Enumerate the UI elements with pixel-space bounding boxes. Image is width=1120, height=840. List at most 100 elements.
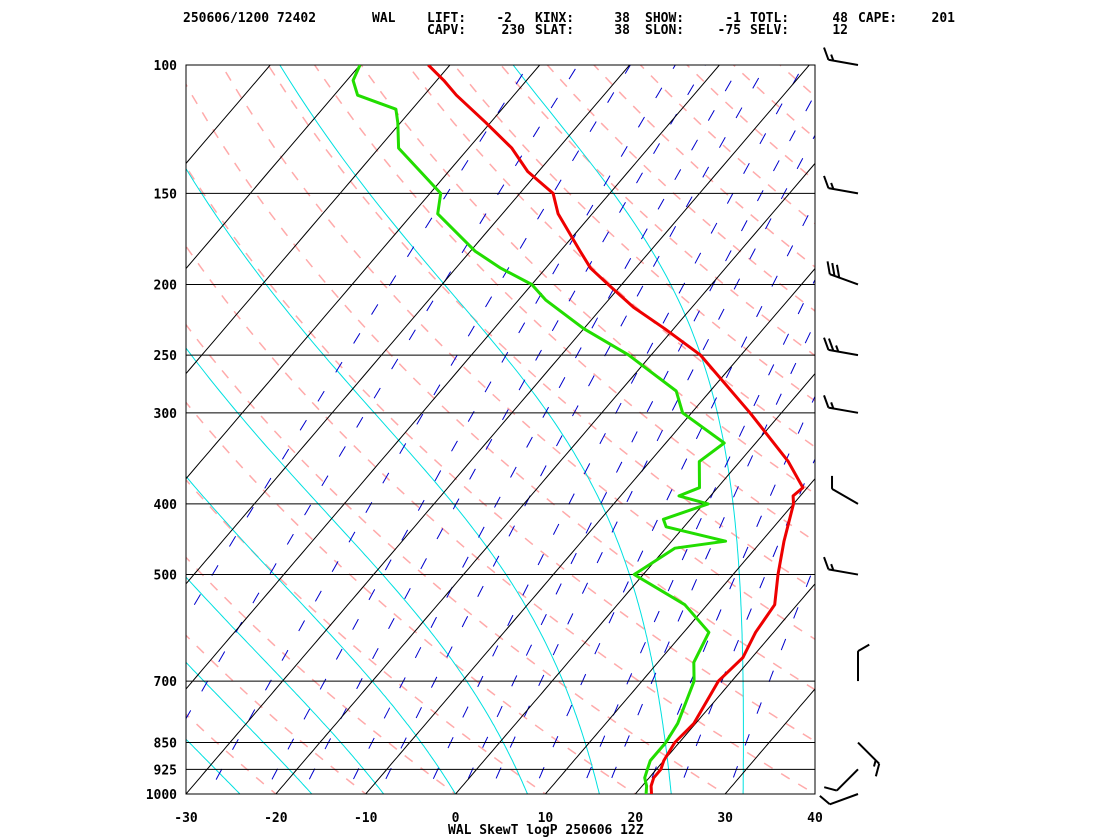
pressure-tick-label: 200 [154,278,178,293]
moist-adiabat [814,787,815,794]
pressure-tick-label: 925 [154,763,177,778]
plot-frame [185,64,816,795]
temperature-tick-label: 30 [717,811,733,826]
mixing-ratio-line [263,65,676,794]
dry-adiabat [686,65,815,182]
temperature-profile [427,65,805,794]
pressure-tick-label: 300 [154,407,178,422]
dry-adiabat [186,244,815,794]
pressure-tick-label: 100 [154,59,178,74]
wind-barb [857,643,870,682]
pressure-tick-label: 150 [154,187,178,202]
header-item: TOTL: [750,11,789,26]
mixing-ratio-line [425,65,804,794]
header-item: SHOW: [645,11,684,26]
mixing-ratio-line [301,65,706,794]
wind-barb [823,768,859,792]
dry-adiabat [313,65,815,543]
dry-adiabat [186,401,637,794]
isotherm [186,65,361,270]
dry-adiabat [186,165,815,743]
pressure-tick-label: 500 [154,569,178,584]
moist-adiabat [0,65,168,794]
header-item: SELV: [750,23,789,38]
dry-adiabat [827,65,1120,809]
header-item: KINX: [535,11,574,26]
header-item: CAPE: [858,11,897,26]
header-item: SLON: [645,23,684,38]
wind-barb [819,793,859,806]
header-item: CAPV: [427,23,466,38]
dry-adiabat [186,83,815,691]
temperature-tick-label: -10 [354,811,378,826]
mixing-ratio-line [186,65,579,720]
dry-adiabat [920,65,1120,809]
isotherm [186,65,451,375]
pressure-axis-labels: 100 150 200 250 300 400 500 700 850 925 1000 [146,59,177,803]
dry-adiabat [186,792,188,794]
wind-barb [831,475,859,505]
moist-adiabat [0,65,96,794]
mixing-ratio-line [677,457,815,794]
dry-adiabat [186,323,727,794]
pressure-tick-label: 850 [154,737,178,752]
mixing-ratio-line [488,134,815,794]
header-item: WAL [372,11,396,26]
temperature-tick-label: 20 [627,811,643,826]
temperature-axis-labels: -30 -20 -10 0 10 20 30 40 [174,811,823,826]
moist-adiabat [279,65,672,794]
dry-adiabat [546,65,815,312]
wind-barbs [819,47,881,806]
mixing-ratio-line [645,395,815,794]
pressure-tick-label: 1000 [146,788,177,803]
mixing-ratio-line [207,65,631,794]
isotherm [814,793,815,794]
temperature-tick-label: 10 [538,811,554,826]
header-item: 12 [832,23,848,38]
header-item: 38 [614,11,630,26]
dry-adiabat [186,634,367,794]
wind-barb [823,395,859,414]
temperature-tick-label: -30 [174,811,198,826]
moist-adiabat [186,738,241,794]
temperature-tick-label: 40 [807,811,823,826]
dry-adiabat [186,713,278,794]
header-item: -2 [496,11,512,26]
pressure-tick-label: 700 [154,675,178,690]
isotherm [724,688,815,794]
dry-adiabat [453,65,815,402]
mixing-ratio-lines [186,65,815,794]
mixing-ratio-line [186,65,529,620]
dry-adiabat [732,65,815,140]
pressure-tick-label: 400 [154,498,178,513]
dry-adiabat [186,556,457,794]
sounding-profiles [351,65,805,794]
mixing-ratio-line [579,278,815,794]
dry-adiabat [873,65,1120,809]
dry-adiabat [407,65,815,448]
isotherm [0,65,90,794]
header-item: 48 [832,11,848,26]
mixing-ratio-line [604,321,815,794]
wind-barb [857,741,881,777]
isotherm [455,372,815,794]
mixing-ratio-line [531,200,815,794]
header-item: 250606/1200 72402 [183,11,316,26]
dewpoint-profile [351,65,728,794]
header-item: -1 [725,11,741,26]
dry-adiabat [186,478,547,794]
mixing-ratio-line [460,93,815,794]
dry-adiabat [593,65,815,268]
dry-adiabat [779,65,815,98]
header-item: -75 [718,23,741,38]
dry-adiabat [360,65,815,495]
dry-adiabat [500,65,815,357]
wind-barb [826,261,859,286]
background-lines [0,65,1120,809]
dry-adiabat [639,65,815,225]
pressure-tick-label: 250 [154,349,178,364]
sounding-indices-header: 250606/1200 72402 WAL LIFT: -2 KINX: 38 SHOW: -… [183,11,955,38]
dry-adiabats [186,65,1120,809]
header-item: 201 [932,11,956,26]
